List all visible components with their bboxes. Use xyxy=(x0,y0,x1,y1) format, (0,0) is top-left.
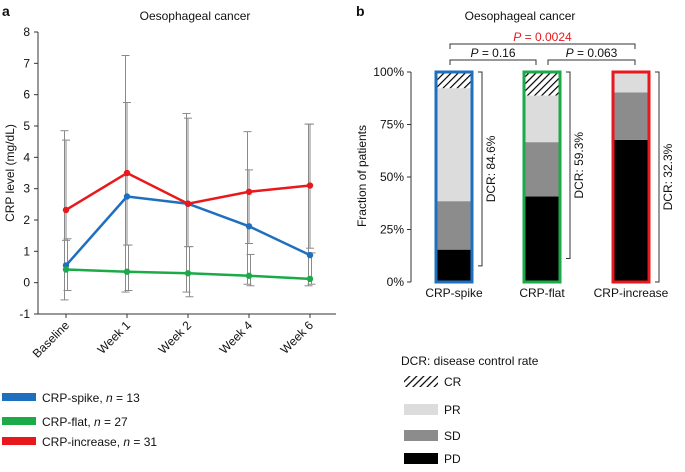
chart-b-ytick-label: 25% xyxy=(380,223,404,237)
bar-crp-spike-pr xyxy=(436,88,472,202)
data-point-crp-increase xyxy=(245,188,253,195)
legend-swatch-pd xyxy=(404,453,438,464)
bar-crp-flat-sd xyxy=(524,142,560,197)
chart-a-ytick-label: 1 xyxy=(23,244,30,258)
chart-a-ytick-label: 3 xyxy=(23,182,30,196)
legend-label-sd: SD xyxy=(444,429,461,443)
bar-outline-crp-spike xyxy=(434,70,474,284)
data-point-crp-flat xyxy=(184,270,192,277)
comparison-bracket xyxy=(449,43,636,49)
bar-crp-spike-pd xyxy=(436,249,472,282)
legend-a: CRP-spike, n = 13 CRP-flat, n = 27 CRP-i… xyxy=(2,391,157,449)
bar-crp-flat-pd xyxy=(524,196,560,282)
legend-label-pr: PR xyxy=(444,403,461,417)
legend-b-title: DCR: disease control rate xyxy=(401,354,539,368)
bar-crp-increase-pr xyxy=(613,72,649,93)
data-point-crp-flat xyxy=(306,275,314,283)
bar-outline-crp-flat xyxy=(522,70,562,284)
chart-a-title: Oesophageal cancer xyxy=(140,9,251,23)
bar-outline-crp-increase xyxy=(611,70,651,284)
chart-a-ytick-label: 4 xyxy=(23,150,30,164)
legend-b: DCR: disease control rate CR PR SD PD xyxy=(401,354,539,466)
p-value-label: P = 0.16 xyxy=(470,46,515,60)
chart-b-ytick-label: 0% xyxy=(387,275,405,289)
chart-a-xtick-label: Week 2 xyxy=(156,318,195,357)
data-point-crp-increase xyxy=(123,169,131,177)
chart-a-ytick-label: 7 xyxy=(23,56,30,70)
chart-a-ytick-label: 2 xyxy=(23,213,30,227)
chart-a-ytick-label: -1 xyxy=(19,307,30,321)
p-value-label: P = 0.063 xyxy=(566,46,618,60)
legend-label-crp-flat: CRP-flat, n = 27 xyxy=(42,415,128,429)
chart-a-ytick-label: 5 xyxy=(23,119,30,133)
data-point-crp-increase xyxy=(184,200,192,207)
legend-swatch-crp-flat xyxy=(2,417,36,425)
chart-b-ytick-label: 75% xyxy=(380,118,404,132)
data-point-crp-flat xyxy=(123,268,131,275)
bar-crp-spike-cr xyxy=(436,72,472,89)
bar-crp-flat-cr xyxy=(524,72,560,96)
chart-a-ytick-label: 0 xyxy=(23,276,30,290)
chart-a-xtick-label: Baseline xyxy=(30,318,73,361)
data-point-crp-increase xyxy=(306,182,314,189)
p-value-label: P = 0.0024 xyxy=(513,30,572,44)
chart-a-ytick-label: 8 xyxy=(23,25,30,39)
chart-b-xtick-label: CRP-spike xyxy=(425,286,483,300)
bar-crp-spike-sd xyxy=(436,201,472,250)
dcr-label: DCR: 84.6% xyxy=(484,135,498,202)
data-point-crp-flat xyxy=(62,266,70,273)
chart-b-ytick-label: 100% xyxy=(373,65,404,79)
chart-a-ytick-label: 6 xyxy=(23,88,30,102)
dcr-label: DCR: 59.3% xyxy=(572,132,586,199)
bar-crp-increase-pd xyxy=(613,139,649,282)
legend-label-cr: CR xyxy=(444,375,462,389)
chart-b-ytick-label: 50% xyxy=(380,170,404,184)
legend-label-crp-increase: CRP-increase, n = 31 xyxy=(42,435,157,449)
legend-label-pd: PD xyxy=(444,452,461,466)
chart-b-title: Oesophageal cancer xyxy=(465,9,576,23)
chart-a-ylabel: CRP level (mg/dL) xyxy=(3,124,17,222)
legend-swatch-pr xyxy=(404,404,438,415)
chart-b-xtick-label: CRP-flat xyxy=(519,286,565,300)
comparison-bracket xyxy=(449,59,537,65)
data-point-crp-spike xyxy=(245,223,253,230)
dcr-bracket xyxy=(478,71,483,267)
chart-a-xtick-label: Week 6 xyxy=(278,318,317,357)
data-point-crp-increase xyxy=(62,206,70,214)
chart-a-xtick-label: Week 4 xyxy=(217,318,256,357)
data-point-crp-flat xyxy=(245,272,253,279)
legend-swatch-crp-increase xyxy=(2,437,36,445)
legend-label-crp-spike: CRP-spike, n = 13 xyxy=(42,391,140,405)
bar-crp-increase-sd xyxy=(613,92,649,140)
legend-swatch-crp-spike xyxy=(2,393,36,401)
dcr-bracket xyxy=(566,71,571,259)
data-point-crp-spike xyxy=(306,251,314,259)
comparison-bracket xyxy=(547,59,636,65)
dcr-label: DCR: 32.3% xyxy=(661,143,675,210)
panel-label-a: a xyxy=(2,3,10,19)
panel-label-b: b xyxy=(356,3,365,19)
legend-swatch-sd xyxy=(404,430,438,441)
data-point-crp-spike xyxy=(123,193,131,200)
dcr-bracket xyxy=(655,71,660,283)
bar-crp-flat-pr xyxy=(524,95,560,143)
chart-b-ylabel: Fraction of patients xyxy=(355,125,369,227)
legend-swatch-cr xyxy=(404,376,438,387)
chart-b-xtick-label: CRP-increase xyxy=(594,286,669,300)
chart-a-xtick-label: Week 1 xyxy=(95,318,134,357)
